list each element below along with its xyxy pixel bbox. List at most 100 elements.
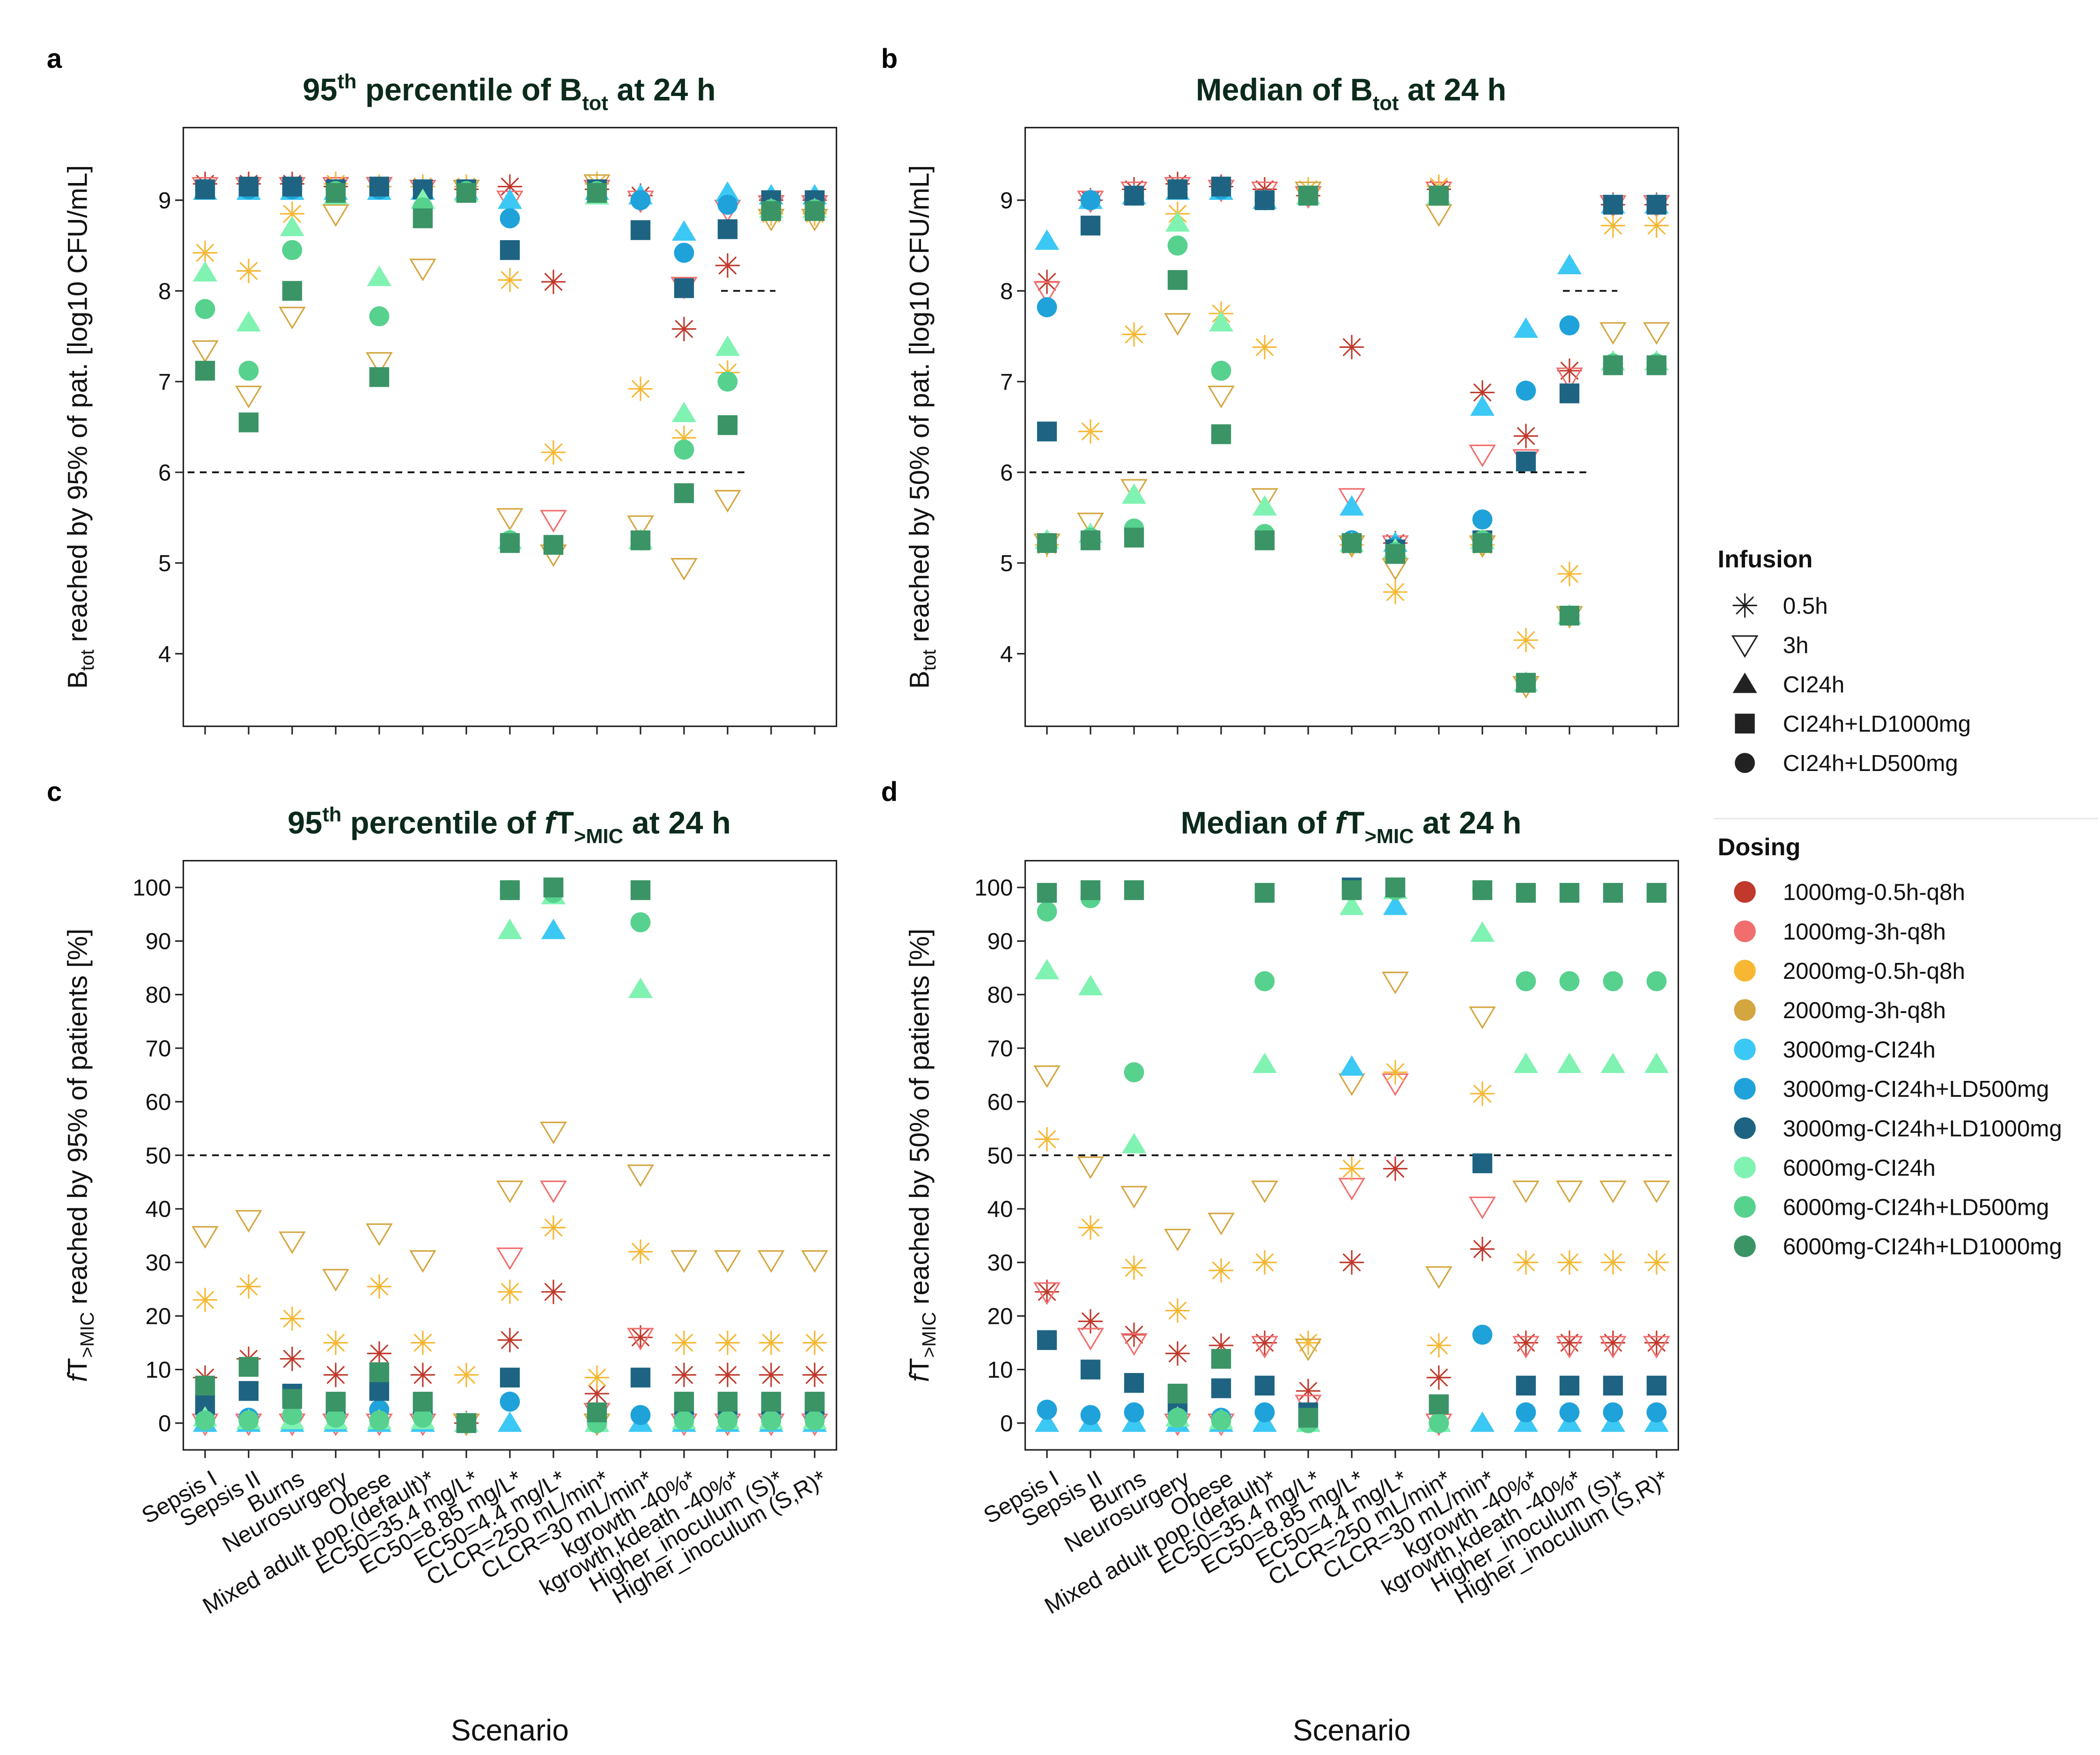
data-point <box>717 371 738 392</box>
data-point <box>1429 185 1449 206</box>
data-point <box>1472 509 1493 530</box>
data-point <box>1426 1365 1452 1390</box>
data-point <box>540 1180 567 1204</box>
data-point <box>369 176 390 197</box>
y-axis-label-d: fT>MIC reached by 50% of patients [%] <box>905 929 940 1382</box>
data-point <box>1124 528 1144 548</box>
data-point <box>630 912 651 933</box>
y-axis-label-a: Btot reached by 95% of pat. [log10 CFU/m… <box>63 165 98 689</box>
data-point <box>497 1328 523 1352</box>
data-point <box>1603 1375 1623 1396</box>
data-point <box>1557 1250 1582 1275</box>
y-tick-label-c: 50 <box>146 1143 171 1168</box>
y-tick-label-d: 0 <box>1000 1410 1013 1436</box>
y-tick-label-b: 7 <box>1000 369 1013 395</box>
data-point <box>1426 1333 1452 1358</box>
data-point <box>280 215 305 236</box>
data-point <box>541 1215 566 1240</box>
data-point <box>1254 190 1275 210</box>
data-point <box>192 240 218 265</box>
data-point <box>322 204 349 227</box>
data-point <box>1077 513 1104 536</box>
legend-dosing-swatch <box>1734 1038 1756 1060</box>
data-point <box>1469 444 1496 468</box>
data-point <box>717 194 738 215</box>
legend-dosing-swatch <box>1734 1156 1756 1179</box>
data-point <box>1078 1215 1103 1240</box>
data-point <box>1429 1394 1449 1415</box>
data-point <box>1034 1127 1060 1152</box>
x-axis-title-d: Scenario <box>1293 1713 1411 1747</box>
data-point <box>1513 424 1539 448</box>
data-point <box>1298 185 1319 206</box>
data-point <box>714 490 741 513</box>
panel-letter-d: d <box>881 777 898 807</box>
data-point <box>1470 395 1495 416</box>
data-point <box>1167 235 1188 256</box>
data-point <box>1470 921 1495 942</box>
data-point <box>1037 1330 1057 1350</box>
data-point <box>1121 483 1147 504</box>
data-point <box>543 535 564 555</box>
data-point <box>1080 215 1101 236</box>
data-point <box>1211 1349 1231 1369</box>
legend-infusion-label: CI24h <box>1783 672 1845 698</box>
data-point <box>409 258 436 281</box>
data-point <box>543 877 564 897</box>
data-point <box>1643 322 1670 345</box>
data-point <box>1339 1156 1364 1181</box>
panel-title-a: 95th percentile of Btot at 24 h <box>302 71 715 115</box>
data-point <box>1080 1359 1101 1380</box>
data-point <box>802 1330 827 1355</box>
data-point <box>1252 335 1277 360</box>
y-tick-label-c: 100 <box>133 875 171 901</box>
data-point <box>500 208 520 228</box>
data-point <box>630 190 651 211</box>
data-point <box>1516 883 1536 903</box>
y-tick-label-b: 5 <box>1000 551 1013 576</box>
data-point <box>496 1247 523 1270</box>
data-point <box>671 1250 698 1273</box>
data-point <box>1034 229 1060 250</box>
data-point <box>192 1287 218 1313</box>
data-point <box>1559 1402 1580 1423</box>
data-point <box>1383 1060 1408 1085</box>
data-point <box>1033 1065 1061 1088</box>
data-point <box>282 281 302 301</box>
data-point <box>1120 1186 1148 1209</box>
data-point <box>497 918 523 940</box>
data-point <box>1382 971 1409 994</box>
data-point <box>1165 211 1190 232</box>
data-point <box>1252 1052 1277 1073</box>
data-point <box>587 1402 607 1423</box>
data-point <box>500 240 520 260</box>
data-point <box>195 360 215 381</box>
data-point <box>238 1357 259 1377</box>
data-point <box>671 1330 697 1355</box>
data-point <box>497 1279 523 1304</box>
data-point <box>1470 1236 1495 1262</box>
data-point <box>628 376 653 401</box>
data-point <box>1254 530 1275 551</box>
data-point <box>410 1362 435 1388</box>
data-point <box>497 1411 523 1432</box>
data-point <box>1512 1180 1540 1204</box>
data-point <box>454 1362 479 1388</box>
legend-dosing-swatch <box>1734 1117 1756 1139</box>
data-point <box>1033 1282 1061 1305</box>
data-point <box>1646 355 1667 375</box>
data-point <box>456 183 477 203</box>
data-points-c <box>192 877 828 1436</box>
legend-dosing-swatch <box>1734 1235 1756 1257</box>
data-point <box>496 1180 523 1204</box>
data-point <box>322 1269 349 1292</box>
data-point <box>413 1408 433 1428</box>
legend-infusion-marker <box>1735 753 1755 773</box>
data-point <box>1167 1408 1188 1428</box>
data-point <box>1513 1052 1539 1073</box>
data-point <box>804 1410 825 1431</box>
legend-infusion-label: 0.5h <box>1783 593 1828 619</box>
data-point <box>409 1250 436 1273</box>
data-point <box>1165 1298 1190 1323</box>
